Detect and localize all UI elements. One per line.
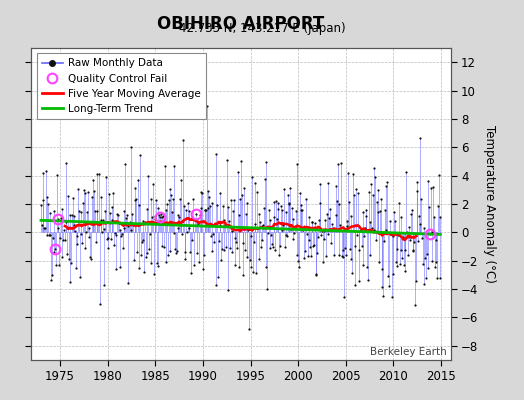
- Title: OBIHIRO AIRPORT: OBIHIRO AIRPORT: [157, 14, 325, 32]
- Text: 42.733 N, 143.217 E (Japan): 42.733 N, 143.217 E (Japan): [179, 22, 345, 35]
- Legend: Raw Monthly Data, Quality Control Fail, Five Year Moving Average, Long-Term Tren: Raw Monthly Data, Quality Control Fail, …: [37, 53, 206, 119]
- Text: Berkeley Earth: Berkeley Earth: [370, 347, 446, 357]
- Y-axis label: Temperature Anomaly (°C): Temperature Anomaly (°C): [483, 125, 496, 283]
